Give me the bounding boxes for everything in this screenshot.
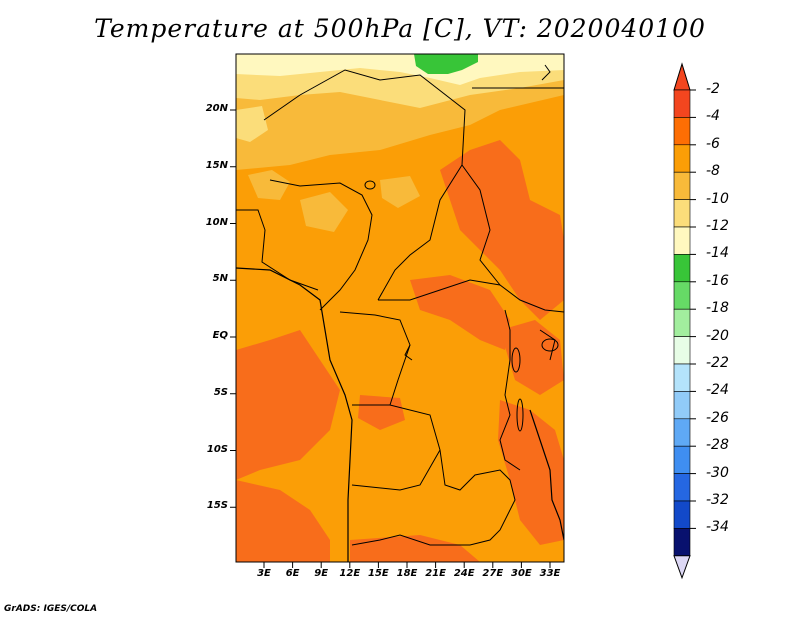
y-tick-label: 5N bbox=[212, 273, 228, 285]
x-tick-label: 15E bbox=[368, 568, 389, 579]
colorbar-swatch bbox=[673, 445, 691, 474]
colorbar-label: -34 bbox=[706, 519, 729, 536]
grads-credit: GrADS: IGES/COLA bbox=[4, 604, 98, 614]
colorbar-swatch bbox=[673, 418, 691, 447]
colorbar-label: -4 bbox=[706, 108, 720, 125]
colorbar-swatch bbox=[673, 254, 691, 283]
x-tick-label: 21E bbox=[425, 568, 446, 579]
colorbar-swatch bbox=[673, 171, 691, 200]
colorbar-label: -28 bbox=[706, 437, 729, 454]
colorbar-swatch bbox=[673, 308, 691, 337]
y-tick-label: 15N bbox=[205, 159, 228, 171]
colorbar-label: -22 bbox=[706, 355, 729, 371]
x-axis-ticks bbox=[263, 562, 551, 568]
map-title: Temperature at 500hPa [C], VT: 202004010… bbox=[94, 14, 706, 43]
x-tick-label: 18E bbox=[396, 568, 418, 579]
map-frame bbox=[235, 53, 565, 563]
colorbar-label: -12 bbox=[706, 218, 729, 234]
y-tick-label: 20N bbox=[205, 103, 228, 114]
x-tick-label: 33E bbox=[539, 568, 561, 579]
colorbar-swatch bbox=[673, 117, 691, 146]
colorbar-swatch bbox=[673, 281, 691, 310]
temperature-field bbox=[236, 54, 564, 562]
x-tick-label: 30E bbox=[511, 568, 532, 579]
x-tick-label: 27E bbox=[482, 568, 504, 579]
colorbar bbox=[673, 62, 696, 580]
colorbar-label: -32 bbox=[706, 492, 729, 508]
colorbar-label: -18 bbox=[706, 300, 729, 317]
colorbar-label: -26 bbox=[706, 409, 729, 426]
colorbar-swatch bbox=[673, 363, 691, 392]
colorbar-swatch bbox=[673, 336, 691, 365]
colorbar-label: -16 bbox=[706, 272, 729, 289]
colorbar-swatch bbox=[673, 528, 691, 557]
x-tick-label: 3E bbox=[257, 568, 271, 579]
y-tick-label: 5S bbox=[213, 386, 228, 398]
y-tick-label: 15S bbox=[206, 500, 228, 512]
colorbar-label: -20 bbox=[706, 327, 729, 344]
y-tick-label: 10N bbox=[205, 216, 228, 228]
colorbar-label: -8 bbox=[706, 163, 720, 180]
x-tick-label: 6E bbox=[285, 568, 300, 579]
colorbar-swatch bbox=[673, 144, 691, 173]
y-axis-ticks bbox=[230, 109, 236, 508]
colorbar-swatch bbox=[673, 473, 691, 502]
colorbar-swatch bbox=[673, 500, 691, 529]
x-tick-label: 9E bbox=[314, 568, 329, 579]
colorbar-label: -24 bbox=[706, 382, 729, 399]
x-tick-label: 24E bbox=[453, 568, 475, 579]
colorbar-label: -10 bbox=[706, 190, 729, 207]
colorbar-swatch bbox=[673, 89, 691, 118]
colorbar-label: -6 bbox=[706, 135, 720, 152]
y-tick-label: EQ bbox=[212, 330, 228, 341]
colorbar-bottom-triangle bbox=[673, 555, 691, 580]
colorbar-swatch bbox=[673, 226, 691, 255]
colorbar-top-triangle bbox=[673, 62, 691, 91]
colorbar-swatch bbox=[673, 199, 691, 228]
colorbar-label: -14 bbox=[706, 245, 729, 262]
colorbar-swatch bbox=[673, 391, 691, 420]
y-tick-label: 10S bbox=[206, 443, 228, 455]
colorbar-label: -30 bbox=[706, 464, 729, 481]
colorbar-label: -2 bbox=[706, 81, 720, 97]
x-tick-label: 12E bbox=[339, 568, 361, 579]
